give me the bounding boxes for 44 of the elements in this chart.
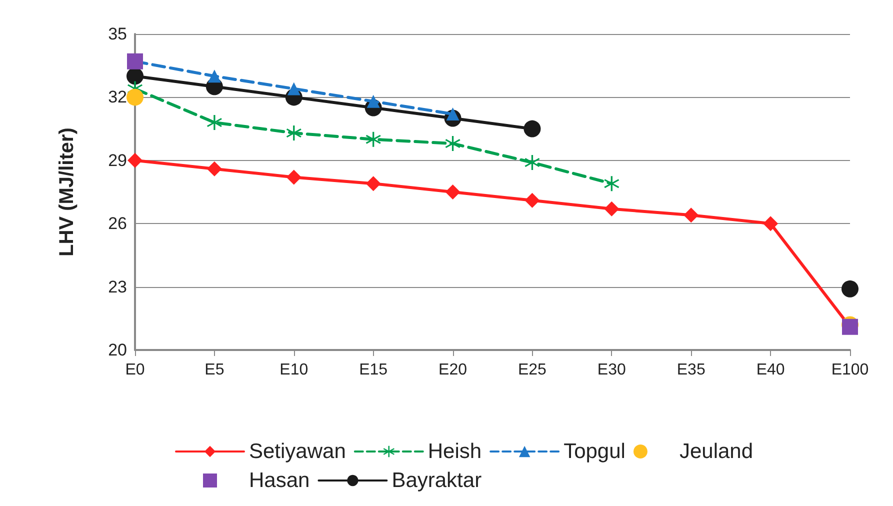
x-tick-label: E40 xyxy=(756,362,785,378)
x-tick-label: E30 xyxy=(597,362,626,378)
legend-label: Hasan xyxy=(249,469,310,492)
point xyxy=(684,208,699,223)
point xyxy=(524,120,541,138)
point xyxy=(445,184,460,200)
y-tick-label: 29 xyxy=(108,150,127,170)
point xyxy=(126,68,144,85)
x-tick-label: E100 xyxy=(831,362,869,378)
point xyxy=(128,152,142,168)
point xyxy=(206,114,222,130)
x-tick-label: E10 xyxy=(280,362,308,378)
point xyxy=(287,82,300,96)
point xyxy=(366,132,381,147)
y-tick-label: 35 xyxy=(108,24,127,44)
y-tick-label: 26 xyxy=(108,214,127,234)
y-tick-label: 20 xyxy=(108,340,127,360)
x-tick-label: E35 xyxy=(676,362,706,378)
point xyxy=(208,70,221,83)
point xyxy=(286,126,302,141)
point xyxy=(286,170,302,185)
legend-label: Topgul xyxy=(564,440,626,463)
legend-label: Jeuland xyxy=(679,440,754,463)
point xyxy=(842,280,858,298)
point xyxy=(524,192,540,208)
point xyxy=(763,216,778,232)
legend-label: Heish xyxy=(428,440,482,463)
y-axis-title: LHV (MJ/liter) xyxy=(56,128,78,256)
x-tick-label: E5 xyxy=(204,362,224,378)
point xyxy=(445,136,460,152)
point xyxy=(524,155,540,170)
point xyxy=(366,176,381,192)
y-tick-label: 23 xyxy=(108,277,127,296)
point xyxy=(206,161,222,176)
y-tick-label: 32 xyxy=(108,88,127,107)
point xyxy=(604,176,620,192)
point xyxy=(604,201,620,216)
x-tick-label: E25 xyxy=(518,362,547,378)
point xyxy=(126,88,144,106)
x-tick-label: E0 xyxy=(125,362,145,378)
legend-label: Setiyawan xyxy=(249,440,346,463)
x-tick-label: E15 xyxy=(359,362,388,378)
x-tick-label: E20 xyxy=(438,362,468,378)
legend-label: Bayraktar xyxy=(392,469,482,492)
